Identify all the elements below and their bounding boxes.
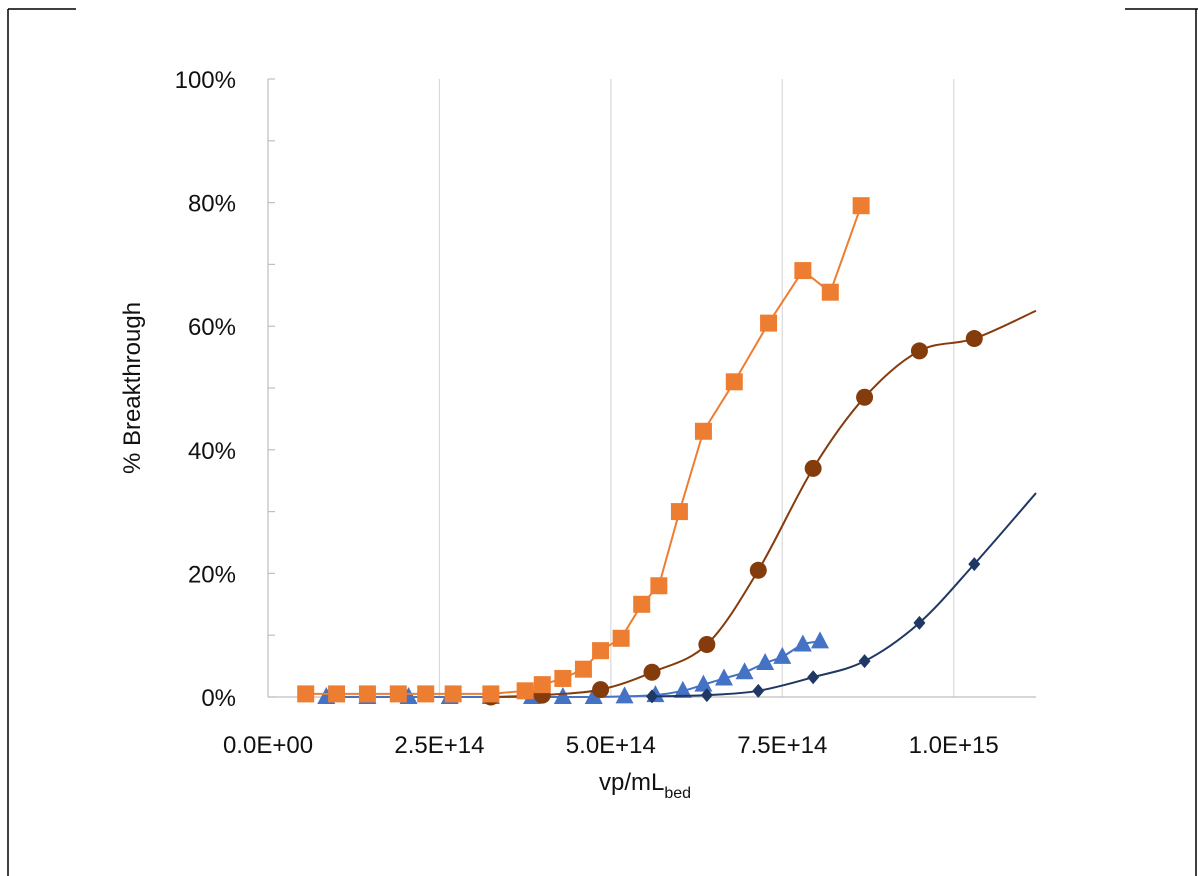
square-marker xyxy=(516,682,534,700)
axes xyxy=(267,78,1036,698)
triangle-marker xyxy=(694,674,713,692)
triangle-marker xyxy=(584,687,603,704)
circle-marker xyxy=(910,342,928,360)
x-axis-title-subscript: bed xyxy=(664,785,691,802)
square-marker xyxy=(821,283,839,301)
square-marker xyxy=(592,642,610,660)
circle-marker xyxy=(698,635,716,653)
y-axis-title: % Breakthrough xyxy=(119,302,146,474)
circle-marker xyxy=(749,561,767,579)
circle-marker xyxy=(804,459,822,477)
x-tick-label: 1.0E+15 xyxy=(909,732,999,759)
square-marker xyxy=(554,669,572,687)
triangle-marker xyxy=(773,646,792,664)
x-tick-label: 7.5E+14 xyxy=(737,732,827,759)
square-marker xyxy=(482,685,500,703)
triangle-marker xyxy=(793,634,812,652)
tick-labels: 0% 20% 40% 60% 80% 100% 0.0E+00 2.5E+14 5.0E+14 7… xyxy=(175,67,999,759)
square-marker xyxy=(760,314,778,332)
x-tick-label: 5.0E+14 xyxy=(566,732,656,759)
square-marker xyxy=(297,685,315,703)
square-marker xyxy=(389,685,407,703)
y-tick-label: 100% xyxy=(175,67,236,94)
y-tick-label: 60% xyxy=(188,314,236,341)
triangle-marker xyxy=(553,687,572,704)
y-tick-label: 80% xyxy=(188,191,236,218)
square-marker xyxy=(650,577,668,595)
diamond-marker xyxy=(752,683,765,698)
triangle-marker xyxy=(715,668,733,686)
circle-marker xyxy=(856,388,874,406)
square-marker xyxy=(444,685,462,703)
square-marker xyxy=(533,676,551,694)
triangle-marker xyxy=(735,662,754,680)
triangle-marker xyxy=(811,631,829,649)
diamond-marker xyxy=(646,689,658,704)
circle-marker xyxy=(592,681,610,699)
diamond-marker xyxy=(858,654,871,669)
square-marker xyxy=(358,685,376,703)
y-tick-label: 40% xyxy=(188,438,236,465)
diamond-marker xyxy=(807,670,820,685)
square-marker xyxy=(417,685,435,703)
series-square xyxy=(297,197,870,703)
triangle-marker xyxy=(673,680,692,698)
square-marker xyxy=(670,503,688,521)
square-marker xyxy=(633,595,651,613)
diamond-marker xyxy=(700,688,713,703)
series-group xyxy=(297,197,1037,706)
x-axis-title: vp/mLbed xyxy=(599,769,691,802)
series-line-diamond xyxy=(651,492,1037,698)
grid xyxy=(438,79,955,697)
x-tick-label: 0.0E+00 xyxy=(223,732,313,759)
square-marker xyxy=(725,373,743,391)
triangle-marker xyxy=(615,686,634,704)
circle-marker xyxy=(965,330,983,348)
x-axis-title-main: vp/mL xyxy=(599,769,664,796)
y-tick-label: 20% xyxy=(188,561,236,588)
diamond-marker xyxy=(913,615,926,630)
series-diamond xyxy=(646,492,1037,704)
square-marker xyxy=(794,262,812,280)
square-marker xyxy=(852,197,870,215)
series-circle xyxy=(482,309,1037,706)
diamond-marker xyxy=(968,557,981,572)
square-marker xyxy=(574,660,592,678)
square-marker xyxy=(328,685,346,703)
x-tick-label: 2.5E+14 xyxy=(394,732,484,759)
triangle-marker xyxy=(756,653,775,671)
series-line-square xyxy=(305,205,863,695)
y-tick-label: 0% xyxy=(201,685,236,712)
square-marker xyxy=(612,629,630,647)
circle-marker xyxy=(643,663,661,681)
square-marker xyxy=(694,422,712,440)
